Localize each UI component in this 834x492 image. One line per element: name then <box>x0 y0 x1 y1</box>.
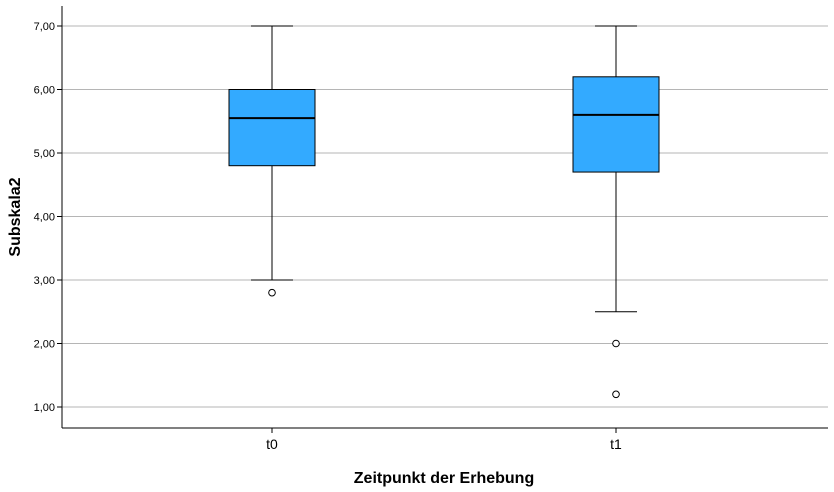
axis-labels: Subskala2 Zeitpunkt der Erhebung <box>7 177 534 487</box>
gridlines <box>62 25 828 408</box>
y-tick-label: 6,00 <box>34 85 55 97</box>
y-tick-label: 3,00 <box>34 275 55 287</box>
y-tick-label: 2,00 <box>34 339 55 351</box>
box-group-t1 <box>572 25 660 399</box>
y-tick-label: 7,00 <box>34 21 55 33</box>
outlier-point <box>612 390 620 399</box>
x-axis-title: Zeitpunkt der Erhebung <box>354 470 534 487</box>
outlier-point <box>268 288 276 297</box>
box-series <box>228 25 660 399</box>
outlier-point <box>612 339 620 348</box>
y-tick-label: 1,00 <box>34 402 55 414</box>
x-tick-label: t1 <box>610 436 622 452</box>
iqr-box <box>572 76 660 173</box>
y-tick-label: 4,00 <box>34 212 55 224</box>
x-tick-label: t0 <box>266 436 278 452</box>
box-group-t0 <box>228 25 316 297</box>
axes: 1,00 2,00 3,00 4,00 5,00 6,00 7,00 t0 t1 <box>34 6 828 452</box>
y-axis-title: Subskala2 <box>7 177 24 256</box>
y-tick-label: 5,00 <box>34 148 55 160</box>
iqr-box <box>228 89 316 167</box>
